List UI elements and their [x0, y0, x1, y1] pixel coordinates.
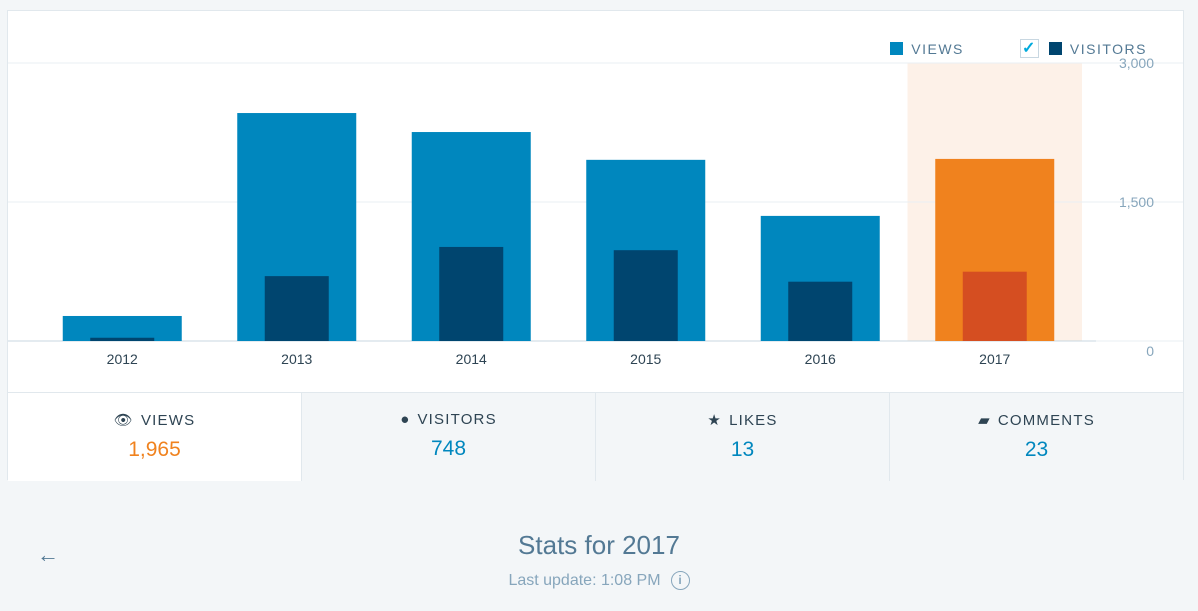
info-icon[interactable]: i [670, 571, 690, 590]
tab-value: 1,965 [128, 438, 181, 461]
visitors-bar [788, 281, 853, 341]
legend-views: VIEWS [911, 40, 964, 57]
page-title: Stats for 2017 [518, 530, 680, 560]
x-tick-label: 2014 [456, 351, 487, 367]
visitors-bar [439, 246, 504, 341]
comment-icon: ▰ [978, 412, 991, 429]
eye-icon: 👁 [113, 412, 134, 429]
y-tick-label: 0 [1146, 343, 1154, 359]
last-update-text: Last update: 1:08 PM [508, 571, 661, 589]
x-tick-label: 2013 [281, 351, 312, 367]
y-tick-label: 3,000 [1119, 55, 1154, 71]
bar-chart: 0 1,500 3,000 2012 2013 2014 2015 2016 2017 [8, 55, 1183, 367]
back-arrow-icon[interactable]: ← [37, 542, 59, 567]
tab-value: 23 [1024, 438, 1049, 461]
tab-label: VIEWS [140, 411, 196, 429]
visitors-bar [962, 271, 1027, 341]
x-tick-label: 2015 [630, 351, 661, 367]
tab-value: 748 [430, 437, 467, 460]
stat-tabs: 👁 VIEWS 1,965 ● VISITORS 748 ★ LIKES 13 ▰ CO… [8, 392, 1183, 481]
tab-label: LIKES [729, 411, 778, 429]
x-tick-label: 2012 [107, 351, 138, 367]
last-update: Last update: 1:08 PM i [0, 571, 1198, 590]
views-swatch [890, 42, 904, 55]
tab-value: 13 [730, 438, 755, 461]
tab-views[interactable]: 👁 VIEWS 1,965 [8, 393, 301, 481]
tab-label: VISITORS [417, 411, 497, 428]
x-tick-label: 2017 [979, 351, 1010, 367]
visitors-bar [613, 250, 678, 341]
views-bar [62, 315, 182, 341]
y-tick-label: 1,500 [1119, 194, 1154, 210]
star-icon: ★ [707, 412, 723, 429]
visitors-bar [264, 276, 329, 341]
tab-visitors[interactable]: ● VISITORS 748 [301, 393, 595, 481]
x-tick-label: 2016 [805, 351, 836, 367]
tab-label: COMMENTS [997, 411, 1095, 429]
visitors-swatch [1048, 42, 1062, 55]
visitors-bar [90, 337, 155, 341]
legend-visitors: VISITORS [1069, 40, 1147, 57]
tab-likes[interactable]: ★ LIKES 13 [595, 393, 889, 481]
person-icon: ● [400, 411, 411, 428]
chart-legend: VIEWS ✓ VISITORS [890, 39, 1147, 58]
tab-comments[interactable]: ▰ COMMENTS 23 [889, 393, 1183, 481]
visitors-checkbox[interactable]: ✓ [1019, 39, 1039, 58]
